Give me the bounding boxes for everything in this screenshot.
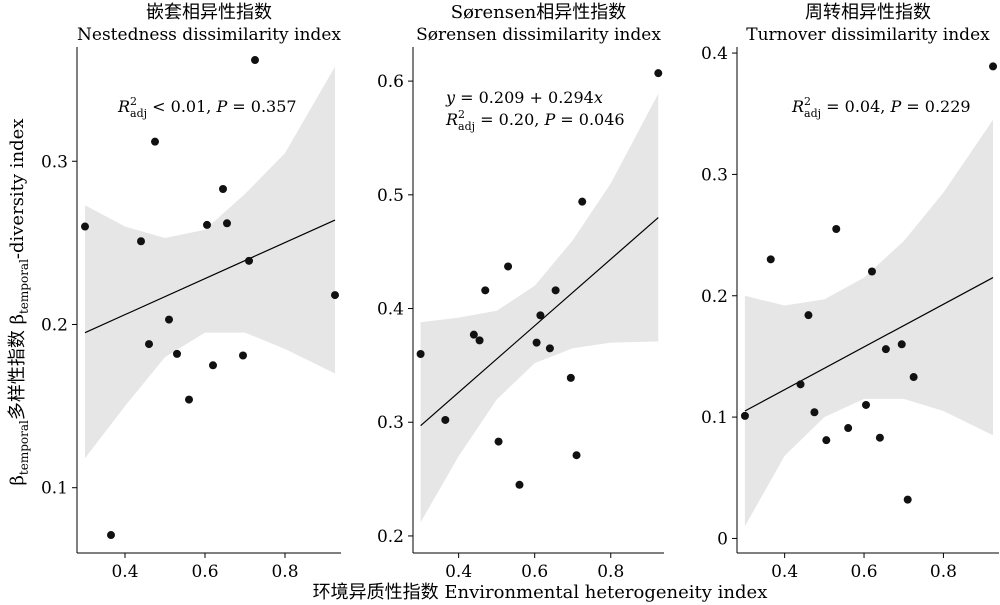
data-point <box>469 330 478 339</box>
x-tick-label: 0.4 <box>445 562 472 582</box>
data-point <box>494 437 503 446</box>
data-point <box>416 350 425 359</box>
y-tick-label: 0.2 <box>377 527 404 547</box>
data-point <box>536 311 545 320</box>
data-point <box>203 220 211 229</box>
data-point <box>909 373 918 382</box>
confidence-band <box>420 93 659 523</box>
regression-stats: R2 adj < 0.01, P = 0.357 <box>117 95 297 120</box>
regression-line <box>744 277 994 412</box>
data-point <box>239 351 247 360</box>
y-tick-label: 0.3 <box>41 152 68 172</box>
y-tick-label: 0.2 <box>701 287 728 307</box>
data-point <box>551 286 560 295</box>
data-point <box>209 361 217 370</box>
panel-2: 0.4 0.6 0.8 0.2 0.3 0.4 0.5 0.6 Sørensen相异性指数Sør… <box>377 2 664 582</box>
panel-title-en: Turnover dissimilarity index <box>746 25 990 45</box>
data-point <box>897 340 906 349</box>
data-point <box>251 56 259 65</box>
data-point <box>504 262 513 271</box>
y-tick-label: 0.2 <box>41 315 68 335</box>
data-point <box>331 291 339 300</box>
data-point <box>566 373 575 382</box>
y-tick-label: 0.3 <box>701 165 728 185</box>
data-point <box>81 222 89 231</box>
data-point <box>245 256 253 265</box>
y-tick-label: 0.1 <box>41 479 68 499</box>
data-point <box>145 340 153 349</box>
y-tick-label: 0.1 <box>701 408 728 428</box>
data-point <box>867 267 876 276</box>
panel-title-en: Nestedness dissimilarity index <box>77 25 341 45</box>
data-point <box>481 286 490 295</box>
data-point <box>151 137 159 146</box>
x-tick-label: 0.6 <box>191 562 218 582</box>
y-tick-label: 0.5 <box>377 186 404 206</box>
x-tick-label: 0.4 <box>111 562 138 582</box>
data-point <box>137 237 145 246</box>
data-point <box>862 400 871 409</box>
confidence-band <box>85 66 335 459</box>
data-point <box>545 344 554 353</box>
data-point <box>441 415 450 424</box>
data-point <box>832 225 841 234</box>
y-axis-title: βtemporal多样性指数 βtemporal-diversity index <box>7 118 31 485</box>
data-point <box>989 62 998 71</box>
data-point <box>875 433 884 442</box>
panel-title-cn: 嵌套相异性指数 <box>146 2 272 23</box>
regression-line <box>420 217 659 427</box>
x-tick-label: 0.6 <box>851 562 878 582</box>
data-point <box>654 69 663 78</box>
panel-title-en: Sørensen dissimilarity index <box>416 25 661 45</box>
regression-line <box>84 219 336 334</box>
panel-title-cn: 周转相异性指数 <box>805 2 931 23</box>
data-point <box>740 411 749 420</box>
data-point <box>766 255 775 264</box>
data-point <box>219 185 227 194</box>
data-point <box>107 531 115 540</box>
data-point <box>810 408 819 417</box>
regression-stats: R2 adj = 0.20, P = 0.046 <box>445 108 625 133</box>
x-axis-title: 环境异质性指数 Environmental heterogeneity inde… <box>313 582 768 603</box>
data-point <box>572 451 581 460</box>
y-tick-label: 0.3 <box>377 413 404 433</box>
data-point <box>515 480 524 489</box>
data-point <box>881 345 890 354</box>
data-point <box>185 395 193 404</box>
confidence-band <box>744 119 993 527</box>
data-point <box>165 315 173 324</box>
data-point <box>844 424 853 433</box>
x-tick-label: 0.4 <box>771 562 798 582</box>
regression-equation: y = 0.209 + 0.294x <box>445 88 603 107</box>
data-point <box>822 436 831 445</box>
data-point <box>796 380 805 389</box>
data-point <box>223 219 231 228</box>
panel-title-cn: Sørensen相异性指数 <box>451 2 627 23</box>
x-tick-label: 0.8 <box>271 562 298 582</box>
data-point <box>173 349 181 358</box>
y-tick-label: 0 <box>717 529 728 549</box>
y-tick-label: 0.4 <box>701 44 728 64</box>
data-point <box>532 338 541 347</box>
regression-stats: R2 adj = 0.04, P = 0.229 <box>791 95 971 120</box>
data-point <box>578 197 587 206</box>
y-tick-label: 0.4 <box>377 300 404 320</box>
x-tick-label: 0.6 <box>521 562 548 582</box>
data-point <box>903 495 912 504</box>
y-tick-label: 0.6 <box>377 72 404 92</box>
x-tick-label: 0.8 <box>930 562 957 582</box>
data-point <box>475 336 484 345</box>
x-tick-label: 0.8 <box>597 562 624 582</box>
data-point <box>804 311 813 320</box>
